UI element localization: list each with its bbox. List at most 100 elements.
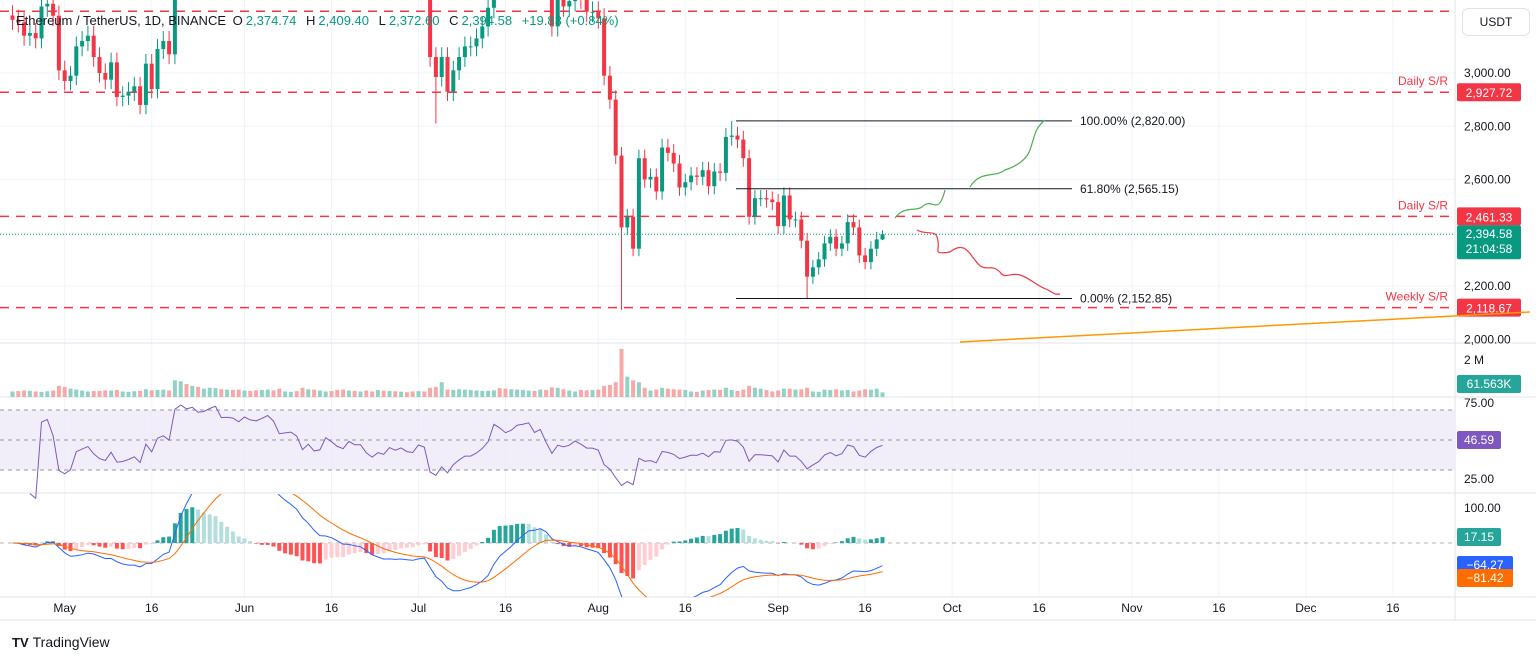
volume-bar bbox=[74, 389, 79, 397]
volume-bar bbox=[439, 382, 444, 397]
macd-histogram-bar bbox=[665, 543, 670, 545]
candle-body bbox=[51, 3, 56, 16]
level-price-badge bbox=[1457, 83, 1521, 102]
candle-body bbox=[718, 171, 723, 173]
volume-bar bbox=[22, 390, 27, 397]
y-axis-tick-label: 2,800.00 bbox=[1464, 119, 1511, 133]
macd-histogram-bar bbox=[68, 543, 73, 552]
macd-histogram-bar bbox=[120, 543, 125, 550]
candle bbox=[851, 214, 856, 236]
candle bbox=[573, 0, 578, 12]
candle bbox=[143, 53, 148, 115]
macd-histogram-bar bbox=[283, 543, 288, 554]
volume-bar bbox=[225, 389, 230, 397]
candle-body bbox=[787, 195, 792, 220]
candle-body bbox=[758, 198, 763, 200]
volume-bar bbox=[288, 391, 293, 397]
x-axis-tick-label: 16 bbox=[1212, 601, 1226, 615]
candle-body bbox=[706, 170, 711, 187]
candle-body bbox=[167, 41, 172, 55]
candle bbox=[457, 47, 462, 80]
candle bbox=[74, 36, 79, 86]
macd-histogram-bar bbox=[781, 541, 786, 543]
candle bbox=[787, 187, 792, 228]
macd-badge-text: 17.15 bbox=[1464, 530, 1494, 544]
candle bbox=[474, 28, 479, 57]
macd-histogram-bar bbox=[567, 543, 572, 547]
macd-histogram-bar bbox=[555, 543, 560, 545]
volume-bar bbox=[462, 389, 467, 397]
volume-bar bbox=[573, 391, 578, 397]
macd-histogram-bar bbox=[225, 526, 230, 543]
volume-bar bbox=[248, 390, 253, 397]
candle bbox=[602, 8, 607, 86]
volume-bar bbox=[422, 391, 427, 397]
candle bbox=[549, 0, 554, 37]
volume-bar bbox=[149, 390, 154, 397]
candle bbox=[468, 36, 473, 57]
candle-body bbox=[97, 57, 102, 73]
tradingview-logo[interactable]: TV TradingView bbox=[12, 634, 110, 650]
candle bbox=[665, 138, 670, 162]
macd-histogram-bar bbox=[805, 543, 810, 549]
candle-body bbox=[91, 35, 96, 58]
candle-body bbox=[700, 170, 705, 177]
volume-bar bbox=[109, 390, 114, 397]
candle bbox=[10, 5, 15, 30]
volume-bar bbox=[538, 389, 543, 397]
candle bbox=[747, 149, 752, 225]
macd-histogram-bar bbox=[863, 539, 868, 543]
macd-histogram-bar bbox=[416, 543, 421, 546]
candle bbox=[822, 235, 827, 267]
macd-histogram-bar bbox=[509, 525, 514, 543]
volume-bar bbox=[451, 389, 456, 397]
macd-histogram-bar bbox=[480, 541, 485, 543]
macd-badge bbox=[1457, 528, 1501, 546]
ascending-trendline bbox=[959, 311, 1531, 343]
volume-bar bbox=[346, 390, 351, 397]
candle bbox=[694, 167, 699, 186]
tradingview-logo-icon: TV bbox=[12, 634, 29, 650]
macd-badge bbox=[1457, 569, 1513, 587]
x-axis-tick-label: Dec bbox=[1295, 601, 1316, 615]
volume-bar bbox=[207, 387, 212, 397]
macd-histogram-bar bbox=[457, 543, 462, 556]
volume-bar bbox=[578, 389, 583, 397]
candle-body bbox=[689, 175, 694, 183]
macd-histogram-bar bbox=[242, 538, 247, 543]
macd-histogram-bar bbox=[393, 543, 398, 550]
candle-body bbox=[863, 255, 868, 263]
candle bbox=[816, 252, 821, 275]
last-price-badge bbox=[1457, 225, 1521, 260]
y-axis-tick-label: 2,600.00 bbox=[1464, 173, 1511, 187]
candle bbox=[764, 190, 769, 208]
volume-bar bbox=[364, 390, 369, 397]
volume-bar bbox=[863, 389, 868, 397]
volume-bar bbox=[317, 390, 322, 397]
macd-histogram-bar bbox=[312, 543, 317, 564]
macd-histogram-bar bbox=[741, 529, 746, 543]
macd-signal-line bbox=[12, 494, 883, 597]
countdown-text: 21:04:58 bbox=[1466, 242, 1513, 256]
candle bbox=[445, 47, 450, 101]
candle bbox=[839, 235, 844, 257]
volume-bar bbox=[404, 392, 409, 397]
currency-button[interactable]: USDT bbox=[1462, 8, 1530, 36]
candle bbox=[776, 194, 781, 234]
macd-histogram-bar bbox=[828, 543, 833, 544]
candle-body bbox=[573, 0, 578, 2]
level-label: Weekly S/R bbox=[1386, 290, 1449, 304]
volume-bar bbox=[190, 385, 195, 397]
volume-bar bbox=[654, 389, 659, 397]
volume-bar bbox=[201, 388, 206, 397]
volume-bar bbox=[56, 385, 61, 397]
macd-histogram-bar bbox=[700, 535, 705, 543]
volume-bar bbox=[277, 388, 282, 397]
x-axis-tick-label: May bbox=[53, 601, 76, 615]
candle bbox=[451, 60, 456, 101]
candle-body bbox=[660, 147, 665, 192]
volume-bar bbox=[294, 391, 299, 397]
macd-histogram-bar bbox=[799, 543, 804, 545]
volume-bar bbox=[91, 391, 96, 397]
